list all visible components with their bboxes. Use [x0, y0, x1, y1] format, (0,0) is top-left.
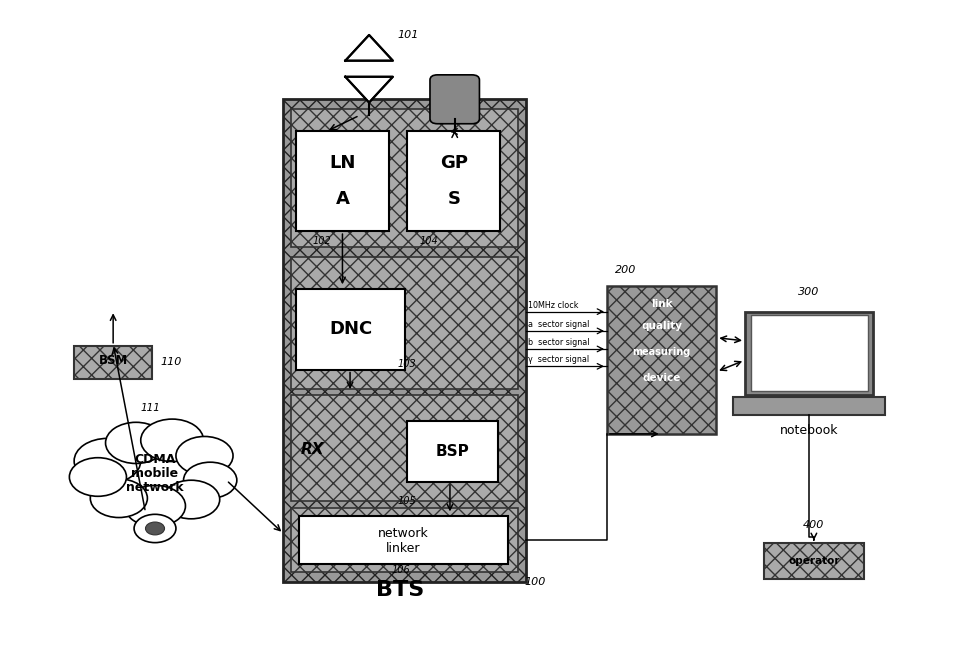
Circle shape — [176, 437, 233, 475]
Circle shape — [163, 480, 220, 519]
Circle shape — [141, 419, 204, 461]
Bar — [750, 315, 868, 391]
Text: network: network — [126, 482, 184, 495]
Text: linker: linker — [386, 542, 420, 555]
Text: measuring: measuring — [633, 347, 691, 358]
Text: 102: 102 — [312, 236, 331, 246]
Text: network: network — [378, 528, 429, 541]
Text: mobile: mobile — [131, 467, 179, 480]
Text: GP: GP — [440, 154, 468, 173]
Bar — [74, 346, 152, 379]
Text: 111: 111 — [141, 403, 160, 413]
Bar — [407, 421, 498, 482]
Text: S: S — [447, 190, 460, 208]
Bar — [733, 397, 885, 415]
Text: 105: 105 — [398, 496, 416, 506]
Text: A: A — [336, 190, 349, 208]
Text: 104: 104 — [420, 236, 438, 246]
Text: 10MHz clock: 10MHz clock — [528, 300, 578, 310]
Text: operator: operator — [789, 556, 839, 566]
Circle shape — [184, 462, 236, 498]
Circle shape — [124, 485, 186, 526]
Polygon shape — [345, 35, 393, 61]
Text: BSP: BSP — [435, 444, 469, 459]
Bar — [283, 99, 526, 582]
Text: quality: quality — [641, 321, 682, 331]
Bar — [291, 257, 518, 389]
Circle shape — [69, 458, 126, 496]
Text: CDMA: CDMA — [134, 453, 176, 466]
Bar — [291, 395, 518, 502]
Polygon shape — [345, 77, 393, 103]
Bar — [407, 132, 501, 231]
Text: b  sector signal: b sector signal — [528, 338, 590, 347]
Text: 100: 100 — [524, 577, 545, 587]
Bar — [291, 508, 518, 572]
Text: BSM: BSM — [99, 354, 128, 367]
Bar — [296, 132, 389, 231]
Text: notebook: notebook — [780, 424, 838, 437]
Bar — [745, 312, 874, 395]
Bar — [299, 515, 508, 564]
Ellipse shape — [66, 428, 244, 520]
Circle shape — [90, 479, 147, 517]
Bar — [291, 109, 518, 247]
Text: γ  sector signal: γ sector signal — [528, 356, 590, 364]
Text: RX: RX — [300, 443, 323, 458]
Circle shape — [134, 514, 176, 543]
Text: a  sector signal: a sector signal — [528, 320, 590, 329]
Text: link: link — [651, 299, 673, 309]
Text: 200: 200 — [615, 265, 636, 275]
Bar — [296, 289, 405, 369]
Text: 103: 103 — [398, 360, 416, 369]
Bar — [764, 543, 864, 579]
Circle shape — [145, 522, 165, 535]
Text: device: device — [642, 373, 680, 383]
Text: LN: LN — [329, 154, 356, 173]
Text: 101: 101 — [397, 30, 419, 40]
Bar — [607, 286, 717, 434]
Text: 400: 400 — [803, 520, 825, 530]
Circle shape — [105, 422, 167, 463]
Circle shape — [74, 438, 141, 484]
FancyBboxPatch shape — [430, 75, 479, 124]
Text: 106: 106 — [391, 565, 410, 575]
Text: BTS: BTS — [376, 580, 425, 600]
Text: 300: 300 — [798, 288, 820, 297]
Bar — [752, 317, 866, 390]
Text: DNC: DNC — [329, 321, 372, 338]
Text: 110: 110 — [161, 358, 182, 367]
